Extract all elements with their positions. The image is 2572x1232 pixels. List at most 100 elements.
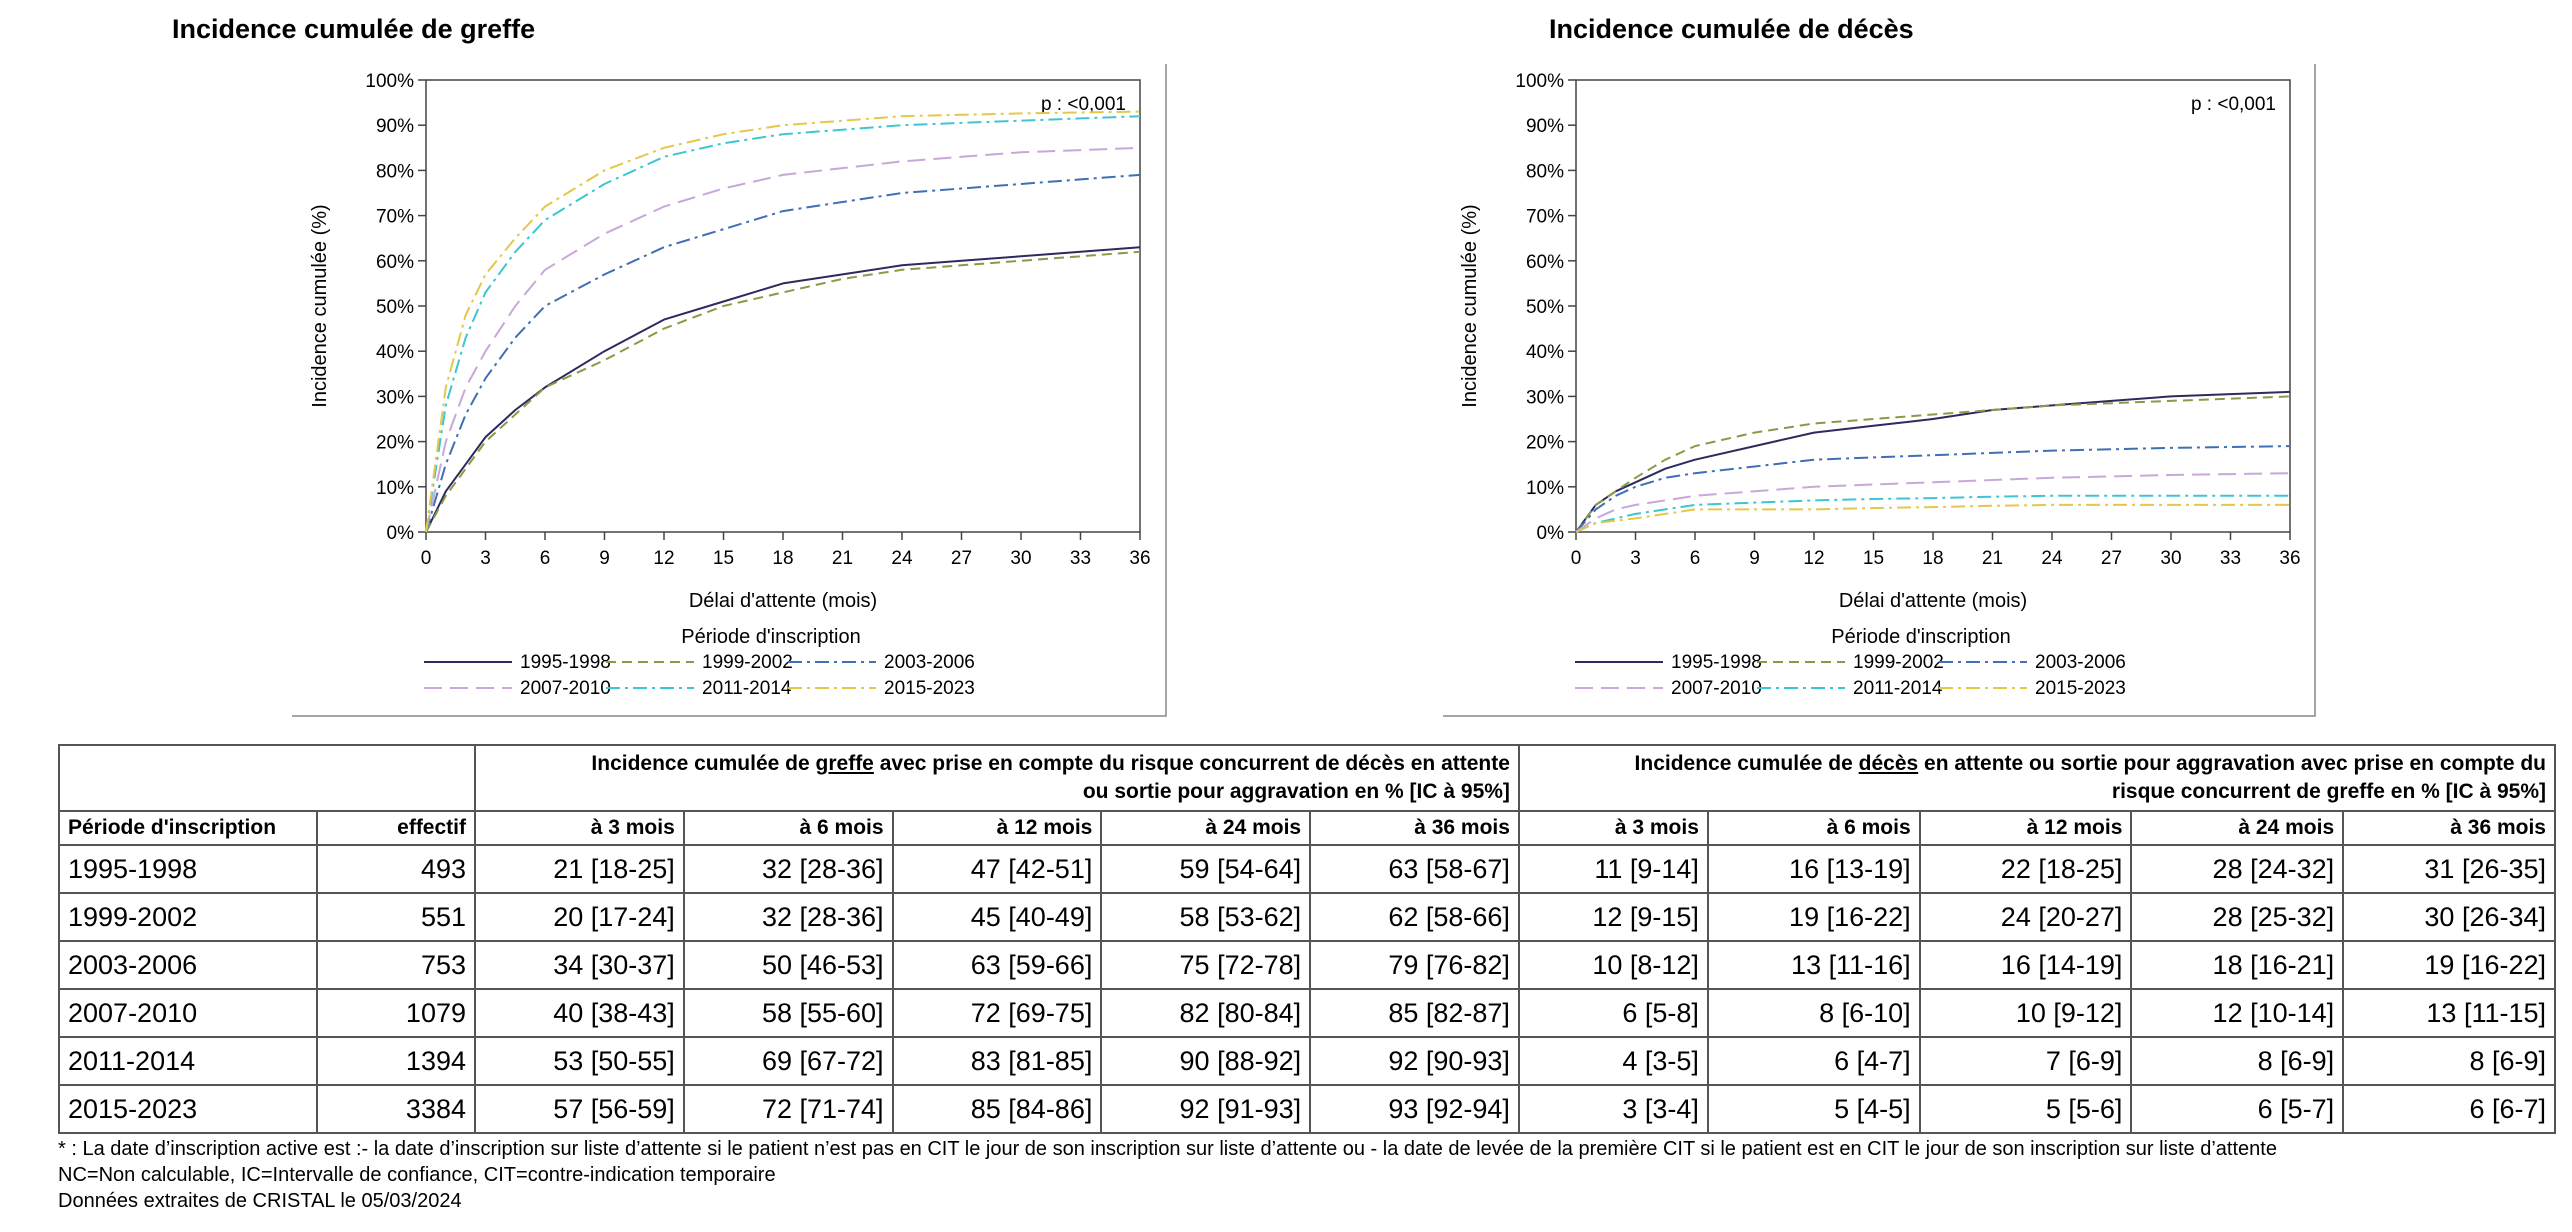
y-tick-label: 60% — [376, 252, 414, 273]
cell-graft-value: 50 [46-53] — [682, 940, 894, 990]
x-tick-label: 33 — [1070, 548, 1091, 569]
chart-title: Incidence cumulée de décès — [1549, 14, 1914, 44]
cell-effectif: 493 — [316, 844, 476, 894]
cell-death-value: 31 [26-35] — [2342, 844, 2556, 894]
legend-label: 2011-2014 — [702, 678, 792, 699]
death-group-header: Incidence cumulée de décès en attente ou… — [1517, 744, 2557, 812]
graft-group-header: Incidence cumulée de greffe avec prise e… — [474, 744, 1520, 812]
x-tick-label: 15 — [1863, 548, 1884, 569]
y-tick-label: 0% — [1537, 523, 1565, 544]
death-header-timepoint: à 24 mois — [2130, 810, 2345, 846]
cell-graft-value: 63 [59-66] — [891, 940, 1103, 990]
legend-label: 1999-2002 — [702, 652, 793, 673]
x-tick-label: 21 — [1982, 548, 2003, 569]
header-period: Période d'inscription — [58, 810, 318, 846]
x-axis-label: Délai d'attente (mois) — [689, 590, 877, 612]
death-header-text-rest: en attente ou sortie pour aggravation av… — [1918, 752, 2546, 775]
x-tick-label: 9 — [1749, 548, 1760, 569]
cell-graft-value: 53 [50-55] — [474, 1036, 685, 1086]
footnotes: * : La date d’inscription active est :- … — [58, 1136, 2558, 1214]
death-header-keyword: décès — [1858, 752, 1919, 775]
y-tick-label: 70% — [1526, 207, 1564, 228]
x-tick-label: 30 — [2160, 548, 2181, 569]
death-header-timepoint: à 12 mois — [1918, 810, 2133, 846]
cell-graft-value: 20 [17-24] — [474, 892, 685, 942]
chart-graft: Incidence cumulée de greffe 0% 10% 20% 30% 40… — [172, 14, 1167, 717]
cell-graft-value: 47 [42-51] — [891, 844, 1103, 894]
footnote-abbreviations: NC=Non calculable, IC=Intervalle de conf… — [58, 1164, 776, 1186]
cell-death-value: 10 [8-12] — [1517, 940, 1709, 990]
cell-death-value: 12 [9-15] — [1517, 892, 1709, 942]
cell-effectif: 1079 — [316, 988, 476, 1038]
cell-death-value: 11 [9-14] — [1517, 844, 1709, 894]
y-tick-label: 70% — [376, 207, 414, 228]
x-tick-label: 36 — [1129, 548, 1150, 569]
cell-death-value: 22 [18-25] — [1918, 844, 2133, 894]
cell-period: 1999-2002 — [58, 892, 318, 942]
series-line-2003-2006 — [425, 173, 1141, 533]
y-tick-label: 40% — [376, 342, 414, 363]
cell-period: 2011-2014 — [58, 1036, 318, 1086]
y-axis-label: Incidence cumulée (%) — [309, 204, 331, 407]
legend-label: 2007-2010 — [520, 678, 611, 699]
x-tick-label: 21 — [832, 548, 853, 569]
table-column-header-row: Période d'inscription effectif à 3 mois à… — [58, 810, 2556, 846]
x-tick-label: 15 — [713, 548, 734, 569]
x-tick-label: 6 — [1690, 548, 1701, 569]
cell-graft-value: 32 [28-36] — [682, 892, 894, 942]
cell-graft-value: 72 [71-74] — [682, 1084, 894, 1134]
cell-death-value: 18 [16-21] — [2130, 940, 2345, 990]
cell-graft-value: 92 [90-93] — [1309, 1036, 1520, 1086]
legend-label: 2003-2006 — [2035, 652, 2126, 673]
x-tick-label: 18 — [772, 548, 793, 569]
cell-graft-value: 32 [28-36] — [682, 844, 894, 894]
p-value-annotation: p : <0,001 — [1041, 94, 1126, 115]
y-tick-label: 40% — [1526, 342, 1564, 363]
series-line-2011-2014 — [425, 115, 1141, 533]
y-tick-label: 80% — [1526, 161, 1564, 182]
y-tick-label: 90% — [376, 116, 414, 137]
x-tick-label: 36 — [2279, 548, 2300, 569]
graft-header-text-rest: avec prise en compte du risque concurren… — [873, 752, 1510, 775]
y-tick-label: 90% — [1526, 116, 1564, 137]
cell-death-value: 13 [11-16] — [1706, 940, 1921, 990]
cell-death-value: 8 [6-9] — [2130, 1036, 2345, 1086]
footnote-cit-definition: * : La date d’inscription active est :- … — [58, 1138, 2277, 1160]
cell-graft-value: 40 [38-43] — [474, 988, 685, 1038]
chart-frame — [292, 64, 1167, 717]
footnote-data-source: Données extraites de CRISTAL le 05/03/20… — [58, 1190, 462, 1212]
series-line-2011-2014 — [1575, 494, 2290, 533]
series-line-1999-2002 — [425, 250, 1141, 533]
table-row: 2015-2023 3384 57 [56-59] 72 [71-74] 85 [84-… — [58, 1084, 2556, 1134]
cell-death-value: 4 [3-5] — [1517, 1036, 1709, 1086]
y-tick-label: 30% — [1526, 387, 1564, 408]
x-tick-label: 0 — [421, 548, 432, 569]
cell-death-value: 6 [6-7] — [2342, 1084, 2556, 1134]
cell-graft-value: 58 [55-60] — [682, 988, 894, 1038]
charts-area: Incidence cumulée de greffe0%10%20%30%40… — [172, 14, 2316, 717]
cell-death-value: 3 [3-4] — [1517, 1084, 1709, 1134]
graft-header-keyword: greffe — [815, 752, 874, 775]
table-row: 2003-2006 753 34 [30-37] 50 [46-53] 63 [59-6… — [58, 940, 2556, 990]
legend-label: 1999-2002 — [1853, 652, 1944, 673]
table-row: 1999-2002 551 20 [17-24] 32 [28-36] 45 [40-4… — [58, 892, 2556, 942]
cell-death-value: 13 [11-15] — [2342, 988, 2556, 1038]
x-tick-label: 27 — [951, 548, 972, 569]
x-tick-label: 24 — [891, 548, 913, 569]
graft-header-timepoint: à 24 mois — [1100, 810, 1312, 846]
chart-title: Incidence cumulée de greffe — [172, 14, 535, 44]
cell-period: 2015-2023 — [58, 1084, 318, 1134]
cell-effectif: 753 — [316, 940, 476, 990]
series-line-1995-1998 — [425, 246, 1141, 533]
cell-graft-value: 82 [80-84] — [1100, 988, 1312, 1038]
cell-death-value: 19 [16-22] — [2342, 940, 2556, 990]
cell-graft-value: 93 [92-94] — [1309, 1084, 1520, 1134]
x-axis-label: Délai d'attente (mois) — [1839, 590, 2027, 612]
cell-graft-value: 21 [18-25] — [474, 844, 685, 894]
cell-period: 2003-2006 — [58, 940, 318, 990]
table-corner-cell — [58, 744, 476, 812]
header-effectif: effectif — [316, 810, 476, 846]
legend-title: Période d'inscription — [1831, 626, 2010, 648]
cell-graft-value: 57 [56-59] — [474, 1084, 685, 1134]
legend-label: 2015-2023 — [884, 678, 975, 699]
